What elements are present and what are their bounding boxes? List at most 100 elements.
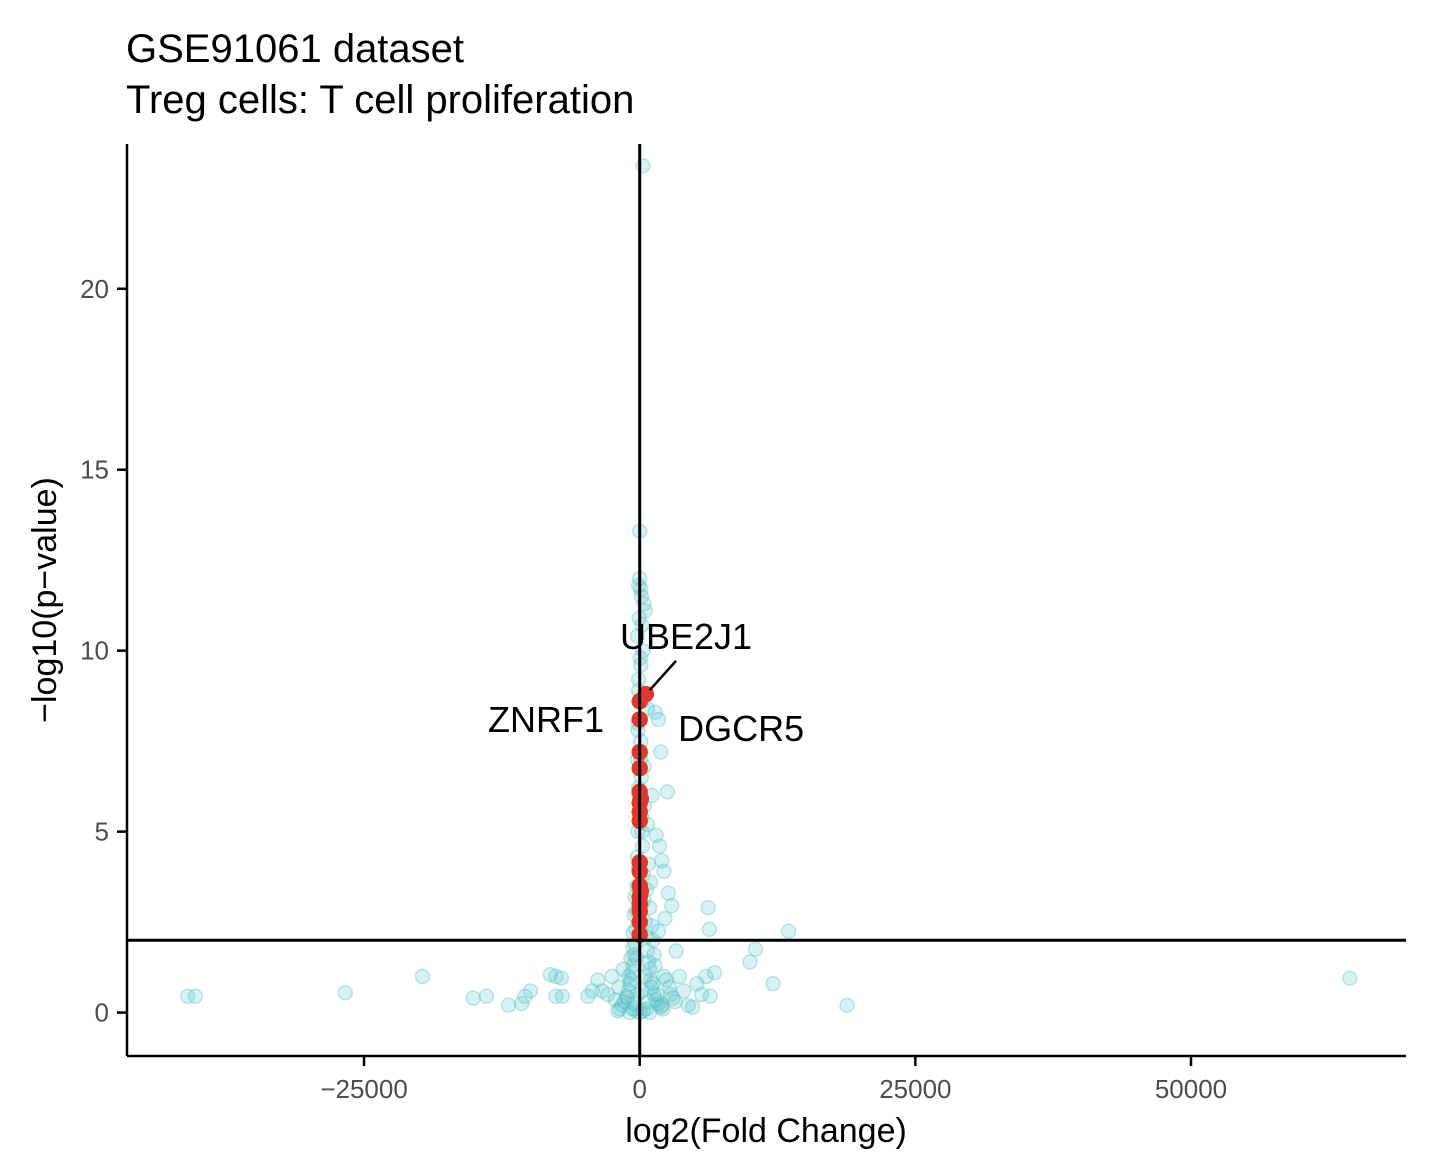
data-point [542, 966, 559, 983]
data-point [554, 988, 571, 1005]
data-point [633, 588, 650, 605]
data-point [622, 975, 638, 992]
gene-label: ZNRF1 [488, 699, 604, 740]
data-point [662, 986, 679, 1003]
data-point [645, 975, 661, 992]
data-point [641, 1004, 658, 1021]
data-point [693, 986, 710, 1003]
data-point [652, 999, 669, 1015]
data-point [657, 910, 673, 927]
data-point [622, 1004, 638, 1021]
data-point [612, 1001, 628, 1017]
data-point [667, 993, 683, 1010]
data-point [590, 972, 606, 988]
data-point [655, 1001, 671, 1017]
x-tick-label: 50000 [1155, 1074, 1227, 1104]
data-point [701, 921, 717, 938]
gene-label: DGCR5 [678, 708, 804, 749]
data-point [580, 988, 596, 1005]
gene-labels: UBE2J1 ZNRF1 DGCR5 [488, 616, 804, 749]
data-point [654, 852, 670, 869]
data-point [609, 1003, 626, 1019]
data-point [642, 972, 659, 988]
y-tick-label: 20 [80, 274, 109, 304]
data-point [607, 992, 624, 1008]
data-point [656, 863, 672, 880]
data-point [649, 986, 666, 1003]
data-point [700, 899, 716, 916]
y-tick-label: 5 [95, 817, 109, 847]
data-point [553, 970, 570, 986]
x-axis-ticks: −25000 0 25000 50000 [320, 1056, 1227, 1104]
data-point [635, 157, 651, 174]
data-point [680, 997, 696, 1014]
gene-label: UBE2J1 [620, 616, 752, 657]
data-point [839, 997, 855, 1014]
data-point [648, 827, 664, 843]
chart-title: GSE91061 dataset [126, 27, 464, 71]
data-point [640, 993, 657, 1010]
data-point [658, 972, 674, 988]
data-point [584, 983, 601, 999]
data-point [611, 979, 627, 995]
data-point [614, 997, 630, 1014]
data-point [650, 995, 667, 1012]
data-point [616, 993, 633, 1010]
y-tick-label: 15 [80, 455, 109, 485]
data-point [594, 983, 610, 999]
data-point [659, 784, 676, 800]
data-point [623, 950, 639, 967]
x-tick-label: 0 [632, 1074, 646, 1104]
data-point [620, 968, 637, 985]
data-point [517, 988, 533, 1005]
data-point [650, 711, 667, 728]
data-point [651, 838, 668, 854]
chart-subtitle: Treg cells: T cell proliferation [126, 78, 634, 122]
data-point [671, 968, 688, 985]
data-point [640, 954, 657, 970]
data-point [646, 946, 662, 963]
y-tick-label: 0 [95, 998, 109, 1028]
data-point [650, 923, 667, 939]
data-point [646, 986, 662, 1003]
x-axis-title: log2(Fold Change) [625, 1112, 907, 1150]
data-point [615, 961, 631, 977]
data-point [513, 995, 530, 1012]
label-connector [648, 660, 677, 691]
x-tick-label: −25000 [320, 1074, 407, 1104]
data-point [619, 990, 636, 1006]
data-point [599, 986, 616, 1003]
data-point [668, 943, 684, 959]
data-point [548, 988, 564, 1005]
data-point [465, 990, 481, 1006]
data-point [414, 968, 431, 985]
data-point [478, 988, 495, 1005]
data-point [706, 965, 723, 981]
data-point [661, 979, 678, 995]
data-point [548, 968, 564, 985]
data-point [500, 997, 517, 1014]
data-point [647, 957, 663, 974]
data-point [644, 979, 660, 995]
data-point [665, 990, 681, 1006]
data-point [698, 968, 714, 985]
data-point [660, 885, 677, 901]
data-point [620, 983, 637, 999]
data-point [676, 983, 692, 999]
data-point [702, 988, 719, 1005]
data-point [654, 997, 670, 1014]
data-point [652, 744, 669, 760]
data-point [604, 968, 620, 985]
data-point [780, 923, 797, 939]
data-point [522, 983, 539, 999]
data-point [637, 968, 653, 985]
data-point [684, 999, 701, 1015]
data-point [689, 975, 705, 992]
y-axis-title: −log10(p−value) [26, 477, 64, 723]
data-point [641, 961, 658, 977]
data-point [747, 941, 764, 957]
y-axis-ticks: 0 5 10 15 20 [80, 274, 127, 1028]
data-point [656, 968, 672, 985]
data-point [187, 988, 204, 1005]
